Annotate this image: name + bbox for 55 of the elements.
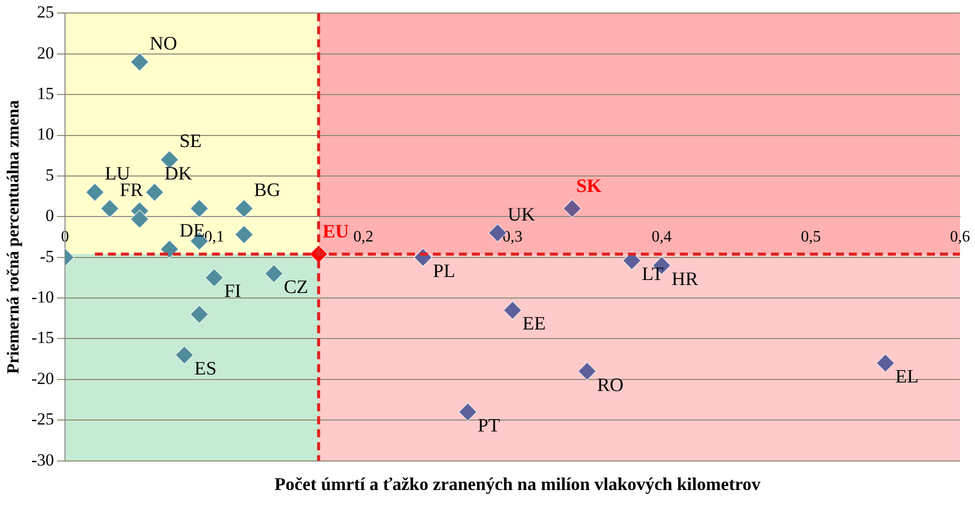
point <box>578 362 597 381</box>
y-tick-label: 15 <box>37 84 54 104</box>
y-tick-label: 25 <box>37 2 54 22</box>
y-tick-label: 0 <box>46 206 54 226</box>
annotation: PL <box>433 260 456 282</box>
point <box>562 199 582 218</box>
x-axis-title: Počet úmrtí a ťažko zranených na milíon vlakových kilometrov <box>273 474 762 495</box>
annotation: EE <box>522 314 546 335</box>
annotation: UK <box>508 204 536 226</box>
x-tick-label: 0,4 <box>652 228 672 246</box>
annotation: CZ <box>284 277 308 298</box>
annotation: ES <box>194 358 217 380</box>
x-tick-label: 0 <box>61 228 70 246</box>
x-tick-label: 0,5 <box>800 228 821 246</box>
x-tick-label: 0,6 <box>950 228 970 246</box>
annotation: LT <box>642 264 664 286</box>
point <box>130 52 150 72</box>
y-tick-label: 5 <box>46 165 54 184</box>
annotation: SE <box>179 131 202 152</box>
annotation: HR <box>672 268 698 290</box>
annotation: BG <box>254 180 281 201</box>
annotation: PT <box>478 415 500 436</box>
point <box>190 199 209 218</box>
y-tick-label: -10 <box>31 288 54 307</box>
point <box>876 354 895 373</box>
y-tick-label: 20 <box>37 43 54 62</box>
annotation: RO <box>597 374 624 396</box>
annotation: NO <box>150 34 178 55</box>
annotation: DE <box>179 220 205 242</box>
point <box>160 240 179 259</box>
point <box>100 199 120 218</box>
annotation: EL <box>895 366 919 388</box>
point <box>234 225 254 244</box>
y-tick-label: -30 <box>31 450 54 470</box>
y-tick-label: -25 <box>31 410 54 429</box>
series-label: SK <box>576 176 602 197</box>
point <box>190 304 209 324</box>
y-tick-label: 10 <box>37 124 54 144</box>
point <box>145 182 164 202</box>
annotation: FI <box>224 281 242 302</box>
y-axis-title: Priemerná ročná percentuálna zmena <box>4 100 23 374</box>
y-tick-label: -15 <box>31 328 54 348</box>
point <box>174 346 194 365</box>
x-tick-label: 0,2 <box>353 228 374 246</box>
point <box>130 210 150 229</box>
point <box>234 199 254 218</box>
y-tick-label: -20 <box>31 368 54 388</box>
point <box>458 402 478 422</box>
series-label: EU <box>322 221 350 242</box>
point <box>503 300 522 320</box>
y-tick-label: -5 <box>40 246 54 266</box>
annotation: DK <box>164 164 192 185</box>
point <box>204 268 224 288</box>
point <box>85 182 104 202</box>
point <box>264 264 284 284</box>
